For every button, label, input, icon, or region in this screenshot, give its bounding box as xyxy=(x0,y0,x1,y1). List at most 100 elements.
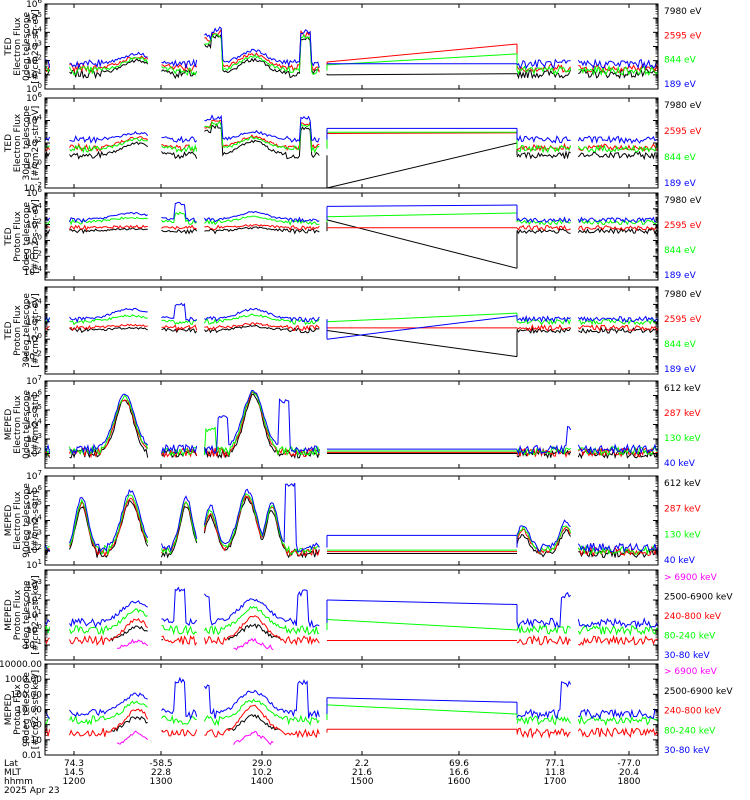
time-axis-tick-label: -58.5 xyxy=(149,759,172,769)
panel-frame xyxy=(44,569,659,661)
time-axis-tick-label: 20.4 xyxy=(619,768,639,778)
series-dwell-segment xyxy=(326,204,518,207)
series-trace-2 xyxy=(110,713,280,733)
legend-entry: 2500-6900 keV xyxy=(664,593,733,603)
panel-4: 10-2 100 102 104 TED Proton Flux 30deg telesco… xyxy=(4,286,702,375)
series-dwell-segment xyxy=(326,315,518,340)
series-trace-4 xyxy=(45,26,658,70)
series-trace-3 xyxy=(45,33,658,77)
y-axis-label: [#/cm2-s-str-keV] xyxy=(31,575,41,654)
series-trace-1 xyxy=(116,637,274,651)
legend-entry: > 6900 keV xyxy=(664,573,718,583)
legend-entry: 2500-6900 keV xyxy=(664,687,733,697)
y-axis-label: 90deg telescope xyxy=(22,483,32,558)
y-tick-label: 107 xyxy=(26,469,42,482)
y-axis-label: [#/cm2-s-str-keV] xyxy=(31,670,41,749)
y-tick-label: 105 xyxy=(26,403,42,416)
legend-entry: 189 eV xyxy=(664,365,697,375)
series-trace-1 xyxy=(116,730,274,746)
y-tick-label: 102 xyxy=(26,447,42,460)
series-dwell-segment xyxy=(326,599,518,606)
y-tick-label: 101 xyxy=(26,558,42,571)
y-axis-label: MEPED xyxy=(4,505,14,537)
panel-traces xyxy=(45,676,658,746)
y-tick-label: 10.00 xyxy=(16,706,42,716)
time-axis-tick-label: 10.2 xyxy=(252,768,272,778)
legend-entry: 844 eV xyxy=(664,56,697,66)
y-tick-label: 102 xyxy=(26,54,42,67)
y-tick-label: 100 xyxy=(26,233,42,246)
series-trace-4 xyxy=(45,114,658,145)
time-axis-tick-label: 1800 xyxy=(618,777,641,787)
legend-entry: 2595 eV xyxy=(664,127,702,137)
legend-entry: 287 keV xyxy=(664,409,701,419)
series-trace-3 xyxy=(45,211,658,226)
y-axis-label: Electron Flux xyxy=(13,113,23,172)
time-axis-tick-label: 77.1 xyxy=(545,759,565,769)
y-tick-label: 10-2 xyxy=(24,350,42,363)
y-tick-label: 1000.00 xyxy=(5,675,42,685)
y-tick-label: 10-1 xyxy=(24,638,42,651)
series-trace-2 xyxy=(45,28,658,73)
time-axis-row-label: Lat xyxy=(4,759,19,769)
panel-8: 0.01 0.10 1.00 10.00 100.00 1000.00 10000.00 ME… xyxy=(0,660,733,761)
y-tick-label: 106 xyxy=(26,389,42,402)
series-dwell-segment xyxy=(326,212,518,218)
time-axis-tick-label: 14.5 xyxy=(64,768,84,778)
legend-entry: 80-240 keV xyxy=(664,726,716,736)
series-trace-5 xyxy=(45,586,658,630)
panel-traces xyxy=(45,586,658,651)
time-axis-row-label: MLT xyxy=(4,768,22,778)
y-tick-label: 102 xyxy=(26,543,42,556)
y-tick-label: 103 xyxy=(26,528,42,541)
panel-traces xyxy=(45,114,658,188)
y-tick-label: 104 xyxy=(26,114,42,127)
y-axis-label: 0deg telescope xyxy=(22,12,32,82)
y-tick-label: 101 xyxy=(26,68,42,81)
series-dwell-segment xyxy=(326,142,518,188)
series-dwell-segment xyxy=(326,43,518,63)
legend-entry: > 6900 keV xyxy=(664,667,718,677)
legend-entry: 287 keV xyxy=(664,505,701,515)
y-tick-label: 104 xyxy=(26,418,42,431)
time-axis-tick-label: 1500 xyxy=(351,777,374,787)
legend-entry: 240-800 keV xyxy=(664,612,722,622)
legend-entry: 30-80 keV xyxy=(664,651,710,661)
series-trace-1 xyxy=(45,324,658,334)
time-axis-tick-label: 11.8 xyxy=(545,768,565,778)
panel-3: 10-4 10-2 100 102 104 106 TED Proton Flux 0deg t… xyxy=(4,186,702,281)
legend-entry: 40 keV xyxy=(664,459,696,469)
series-trace-1 xyxy=(45,226,658,235)
legend-entry: 189 eV xyxy=(664,80,697,90)
series-dwell-segment xyxy=(326,704,518,715)
y-tick-label: 103 xyxy=(26,40,42,53)
y-axis-label: Proton Flux xyxy=(13,684,23,735)
legend-entry: 7980 eV xyxy=(664,196,702,206)
panel-traces xyxy=(45,482,658,559)
y-tick-label: 104 xyxy=(26,202,42,215)
series-trace-3 xyxy=(45,390,658,457)
series-dwell-segment xyxy=(326,219,518,269)
y-axis-label: [#/cm2-s-str-eV] xyxy=(31,9,41,84)
series-dwell-segment xyxy=(326,619,518,631)
y-axis-label: MEPED xyxy=(4,409,14,441)
legend-entry: 7980 eV xyxy=(664,7,702,17)
y-tick-label: 105 xyxy=(26,11,42,24)
panel-2: 10-2 100 102 104 106 TED Electron Flux 30deg te… xyxy=(4,91,702,194)
y-axis-label: TED xyxy=(4,321,14,340)
series-trace-4 xyxy=(45,482,658,554)
y-tick-label: 106 xyxy=(26,186,42,199)
panel-frame xyxy=(44,286,659,375)
legend-entry: 2595 eV xyxy=(664,221,702,231)
legend-entry: 80-240 keV xyxy=(664,632,716,642)
series-trace-1 xyxy=(45,122,658,161)
y-axis-label: [#/cm2-s-str-eV] xyxy=(31,293,41,368)
panel-traces xyxy=(45,389,658,460)
legend-entry: 844 eV xyxy=(664,340,697,350)
y-tick-label: 0.10 xyxy=(22,736,42,746)
time-axis-tick-label: 1400 xyxy=(251,777,274,787)
series-dwell-segment xyxy=(326,53,518,66)
legend-entry: 844 eV xyxy=(664,153,697,163)
